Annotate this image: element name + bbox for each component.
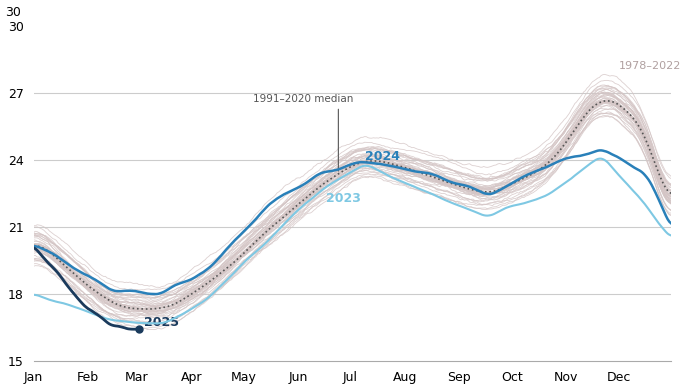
- Text: 1978–2022: 1978–2022: [619, 61, 681, 71]
- Point: [133, 326, 144, 332]
- Text: 30: 30: [5, 6, 21, 19]
- Text: 1991–2020 median: 1991–2020 median: [253, 94, 354, 104]
- Text: 2025: 2025: [144, 316, 179, 329]
- Text: 2024: 2024: [365, 150, 400, 163]
- Text: 2023: 2023: [326, 192, 361, 204]
